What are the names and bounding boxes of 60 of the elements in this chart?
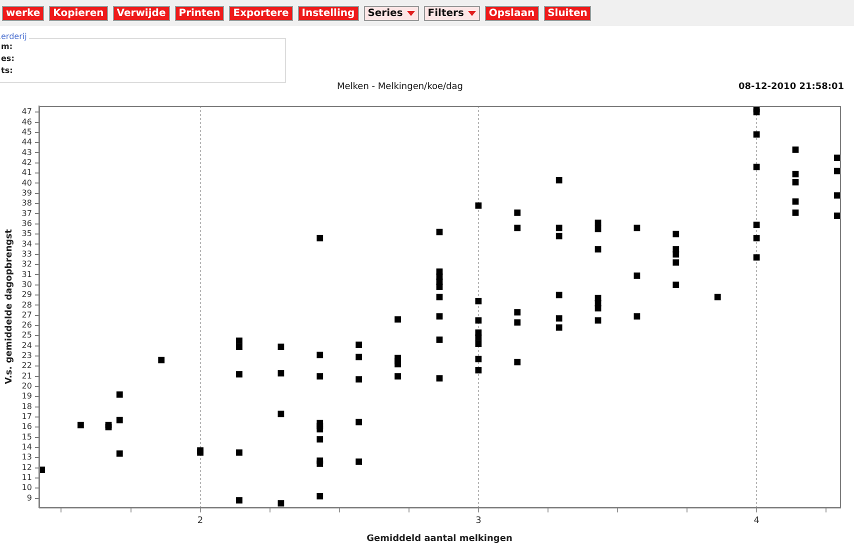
- y-tick-label: 46: [22, 117, 32, 126]
- text: Sluiten: [548, 8, 588, 18]
- y-tick-label: 31: [22, 270, 32, 279]
- x-axis-title: Gemiddeld aantal melkingen: [366, 534, 512, 544]
- text: m:: [1, 42, 15, 51]
- y-tick-label: 11: [22, 473, 32, 482]
- chart-subtitle: 08-12-2010 21:58:01: [738, 82, 844, 92]
- text: werke: [6, 8, 40, 18]
- y-tick-label: 22: [22, 361, 32, 370]
- y-tick-label: 15: [22, 432, 32, 442]
- y-tick-label: 40: [22, 178, 32, 188]
- y-tick-label: 13: [22, 452, 32, 462]
- text: Instelling: [302, 8, 355, 18]
- text: Filters: [428, 8, 464, 18]
- y-tick-label: 33: [22, 249, 32, 258]
- text: ts:: [1, 66, 15, 75]
- y-tick-label: 36: [22, 218, 32, 228]
- y-tick-label: 38: [22, 198, 32, 208]
- y-tick-label: 42: [22, 158, 32, 167]
- y-tick-label: 44: [22, 138, 32, 147]
- y-tick-label: 30: [22, 280, 32, 289]
- y-tick-label: 29: [22, 290, 32, 300]
- x-tick-label: 4: [754, 516, 760, 526]
- x-tick-label: 2: [197, 516, 204, 526]
- y-tick-label: 24: [22, 340, 32, 350]
- y-tick-label: 35: [22, 229, 32, 238]
- y-tick-label: 21: [22, 371, 32, 380]
- text: Kopieren: [53, 8, 104, 18]
- text: Series: [368, 8, 403, 18]
- y-tick-label: 18: [22, 402, 32, 411]
- y-tick-label: 12: [22, 462, 32, 472]
- text: Opslaan: [488, 8, 535, 18]
- y-tick-label: 23: [22, 351, 32, 360]
- y-tick-label: 32: [22, 260, 32, 269]
- y-tick-label: 47: [22, 107, 32, 116]
- text: Printen: [178, 8, 220, 18]
- y-tick-label: 43: [22, 148, 32, 157]
- chart-title: Melken - Melkingen/koe/dag: [336, 82, 464, 92]
- y-axis-title: V.s. gemiddelde dagopbrengst: [4, 228, 15, 384]
- y-tick-label: 39: [22, 188, 32, 198]
- y-tick-label: 34: [22, 239, 32, 248]
- text: Exportere: [233, 8, 289, 18]
- y-tick-label: 37: [22, 208, 32, 218]
- y-tick-label: 16: [22, 422, 32, 432]
- y-tick-label: 10: [22, 483, 32, 492]
- text: erderij: [1, 32, 29, 41]
- y-tick-label: 25: [22, 330, 32, 340]
- y-tick-label: 27: [22, 310, 32, 320]
- y-tick-label: 20: [22, 382, 32, 391]
- x-tick-label: 3: [476, 516, 482, 526]
- y-tick-label: 26: [22, 320, 32, 330]
- y-tick-label: 45: [22, 128, 32, 136]
- y-tick-label: 19: [22, 392, 32, 401]
- text: Verwijde: [116, 8, 166, 18]
- y-tick-label: 9: [26, 493, 32, 502]
- y-tick-label: 41: [22, 168, 32, 178]
- y-tick-label: 14: [22, 442, 32, 452]
- y-tick-label: 28: [22, 300, 32, 310]
- y-tick-label: 17: [22, 412, 32, 422]
- text: es:: [1, 54, 16, 63]
